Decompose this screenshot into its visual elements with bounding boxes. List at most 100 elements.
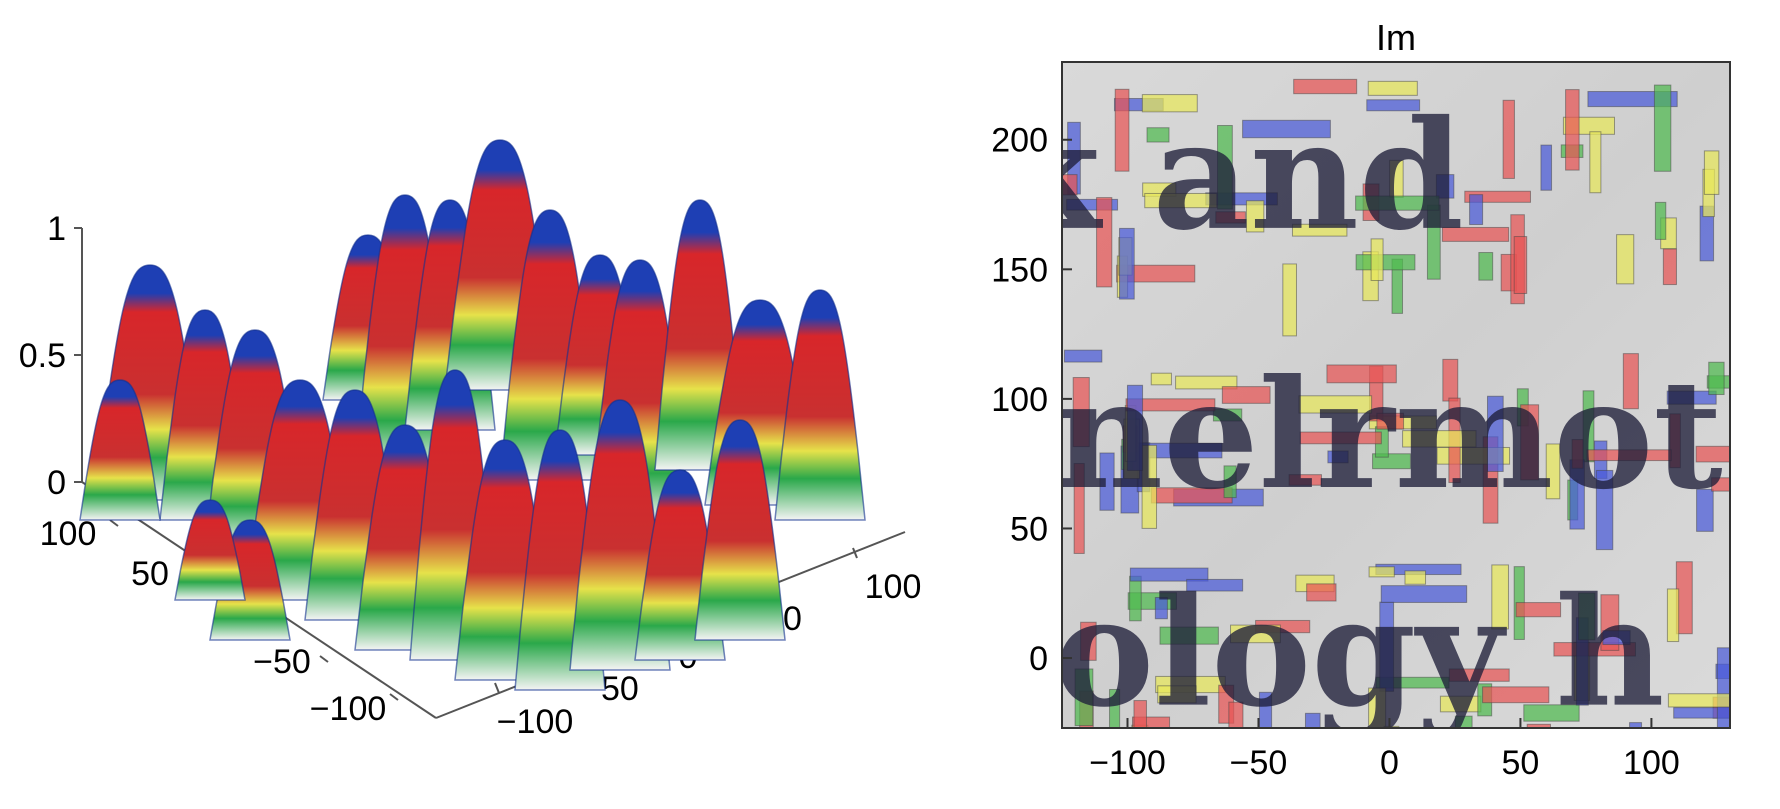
color-patch — [1080, 621, 1097, 661]
color-patch — [1327, 450, 1349, 464]
color-patch — [1703, 150, 1720, 195]
color-patch — [1217, 125, 1233, 210]
color-patch — [1072, 377, 1090, 448]
overlay-word: ology h — [1054, 565, 1664, 741]
color-patch — [1299, 431, 1382, 445]
z-tick-label: 0.5 — [19, 337, 66, 375]
color-patch — [1435, 174, 1455, 199]
z-ticks: 00.51 — [19, 210, 82, 502]
color-patch — [1515, 602, 1562, 618]
color-patch — [1565, 89, 1580, 171]
x-tick-mark — [494, 682, 500, 694]
color-patch — [1540, 144, 1553, 191]
color-patch — [1141, 444, 1158, 529]
image-y-ticks: 200 150 100 50 0 — [991, 122, 1072, 678]
color-patch — [1478, 252, 1494, 281]
color-patch — [1141, 94, 1198, 113]
image-frame — [1061, 61, 1731, 729]
y-tick-label: 100 — [40, 515, 97, 553]
color-patch — [1291, 223, 1348, 237]
color-patch — [1116, 264, 1196, 283]
overlay-word: nelrmot — [1054, 347, 1723, 523]
color-patch — [1366, 99, 1421, 112]
color-patch — [1368, 566, 1395, 578]
color-patch — [1096, 197, 1113, 288]
color-patch — [1066, 198, 1119, 211]
color-patch — [1595, 469, 1614, 551]
color-patch — [1063, 349, 1103, 363]
color-patch — [1132, 716, 1171, 728]
color-patch — [1304, 712, 1321, 728]
color-patch — [1367, 80, 1418, 96]
chart-title: Im — [1376, 17, 1416, 58]
color-patch — [1288, 474, 1322, 486]
surface-ridge — [79, 379, 161, 521]
color-patch — [1662, 248, 1677, 286]
color-patch — [1513, 236, 1528, 294]
color-patch — [1157, 685, 1197, 704]
color-patch — [1175, 375, 1238, 390]
color-patch — [1454, 715, 1473, 728]
z-tick-label: 0 — [47, 464, 66, 502]
image-x-tick-label: 0 — [1380, 744, 1399, 782]
color-patch — [1306, 583, 1337, 602]
color-patch — [1653, 84, 1672, 172]
surface-ridges — [79, 139, 866, 691]
color-patch — [1716, 647, 1730, 728]
color-patch — [1129, 567, 1209, 582]
color-patch — [1159, 626, 1219, 645]
color-patch — [1109, 688, 1121, 728]
color-patch — [1582, 390, 1595, 463]
color-patch — [1126, 384, 1144, 471]
color-patch — [1578, 592, 1596, 641]
image-x-ticks: −100 −50 0 50 100 — [1089, 718, 1680, 782]
color-patch — [1491, 564, 1509, 630]
color-patch — [1355, 195, 1440, 211]
overlay-word: k and — [997, 88, 1464, 264]
color-patch — [1125, 398, 1216, 412]
color-patch — [1482, 686, 1550, 704]
image-y-tick-label: 100 — [991, 381, 1048, 419]
color-patch — [1673, 707, 1730, 719]
image-x-tick-label: −100 — [1089, 744, 1166, 782]
color-patch — [1486, 395, 1504, 472]
color-patch — [1464, 190, 1531, 203]
color-patch — [1708, 361, 1725, 396]
color-patch — [1622, 353, 1639, 410]
color-patch — [1223, 465, 1237, 499]
color-patch — [1326, 364, 1397, 384]
z-tick-label: 1 — [47, 210, 66, 248]
image-y-tick-label: 50 — [1010, 510, 1048, 548]
color-patch — [1616, 234, 1635, 285]
image-y-tick-label: 200 — [991, 122, 1048, 160]
color-patch — [1221, 386, 1271, 404]
color-patch — [1215, 211, 1246, 224]
color-patch — [1245, 200, 1265, 233]
color-patch — [1368, 687, 1387, 728]
color-patch — [1666, 588, 1680, 643]
y-tick-mark — [109, 519, 119, 527]
color-patch — [1441, 226, 1510, 242]
color-patch — [1146, 127, 1170, 143]
color-patch — [1404, 570, 1427, 585]
color-patch — [1380, 585, 1468, 603]
color-patch — [1186, 578, 1244, 592]
color-patch — [1469, 194, 1484, 226]
color-patch — [1520, 404, 1540, 481]
color-patch — [1212, 408, 1243, 422]
color-patch — [1242, 119, 1331, 139]
color-patch — [1375, 676, 1450, 689]
y-tick-label: −100 — [310, 690, 387, 728]
image-x-tick-label: −50 — [1230, 744, 1288, 782]
surface-ridge — [774, 289, 866, 521]
color-patch — [1119, 227, 1135, 300]
image-x-tick-label: 100 — [1623, 744, 1680, 782]
surface-ridge — [174, 499, 246, 601]
color-patch — [1114, 88, 1130, 172]
color-patch — [1571, 439, 1584, 469]
color-patch — [1502, 99, 1515, 179]
x-tick-label: −100 — [497, 703, 574, 741]
y-tick-label: 50 — [131, 555, 169, 593]
